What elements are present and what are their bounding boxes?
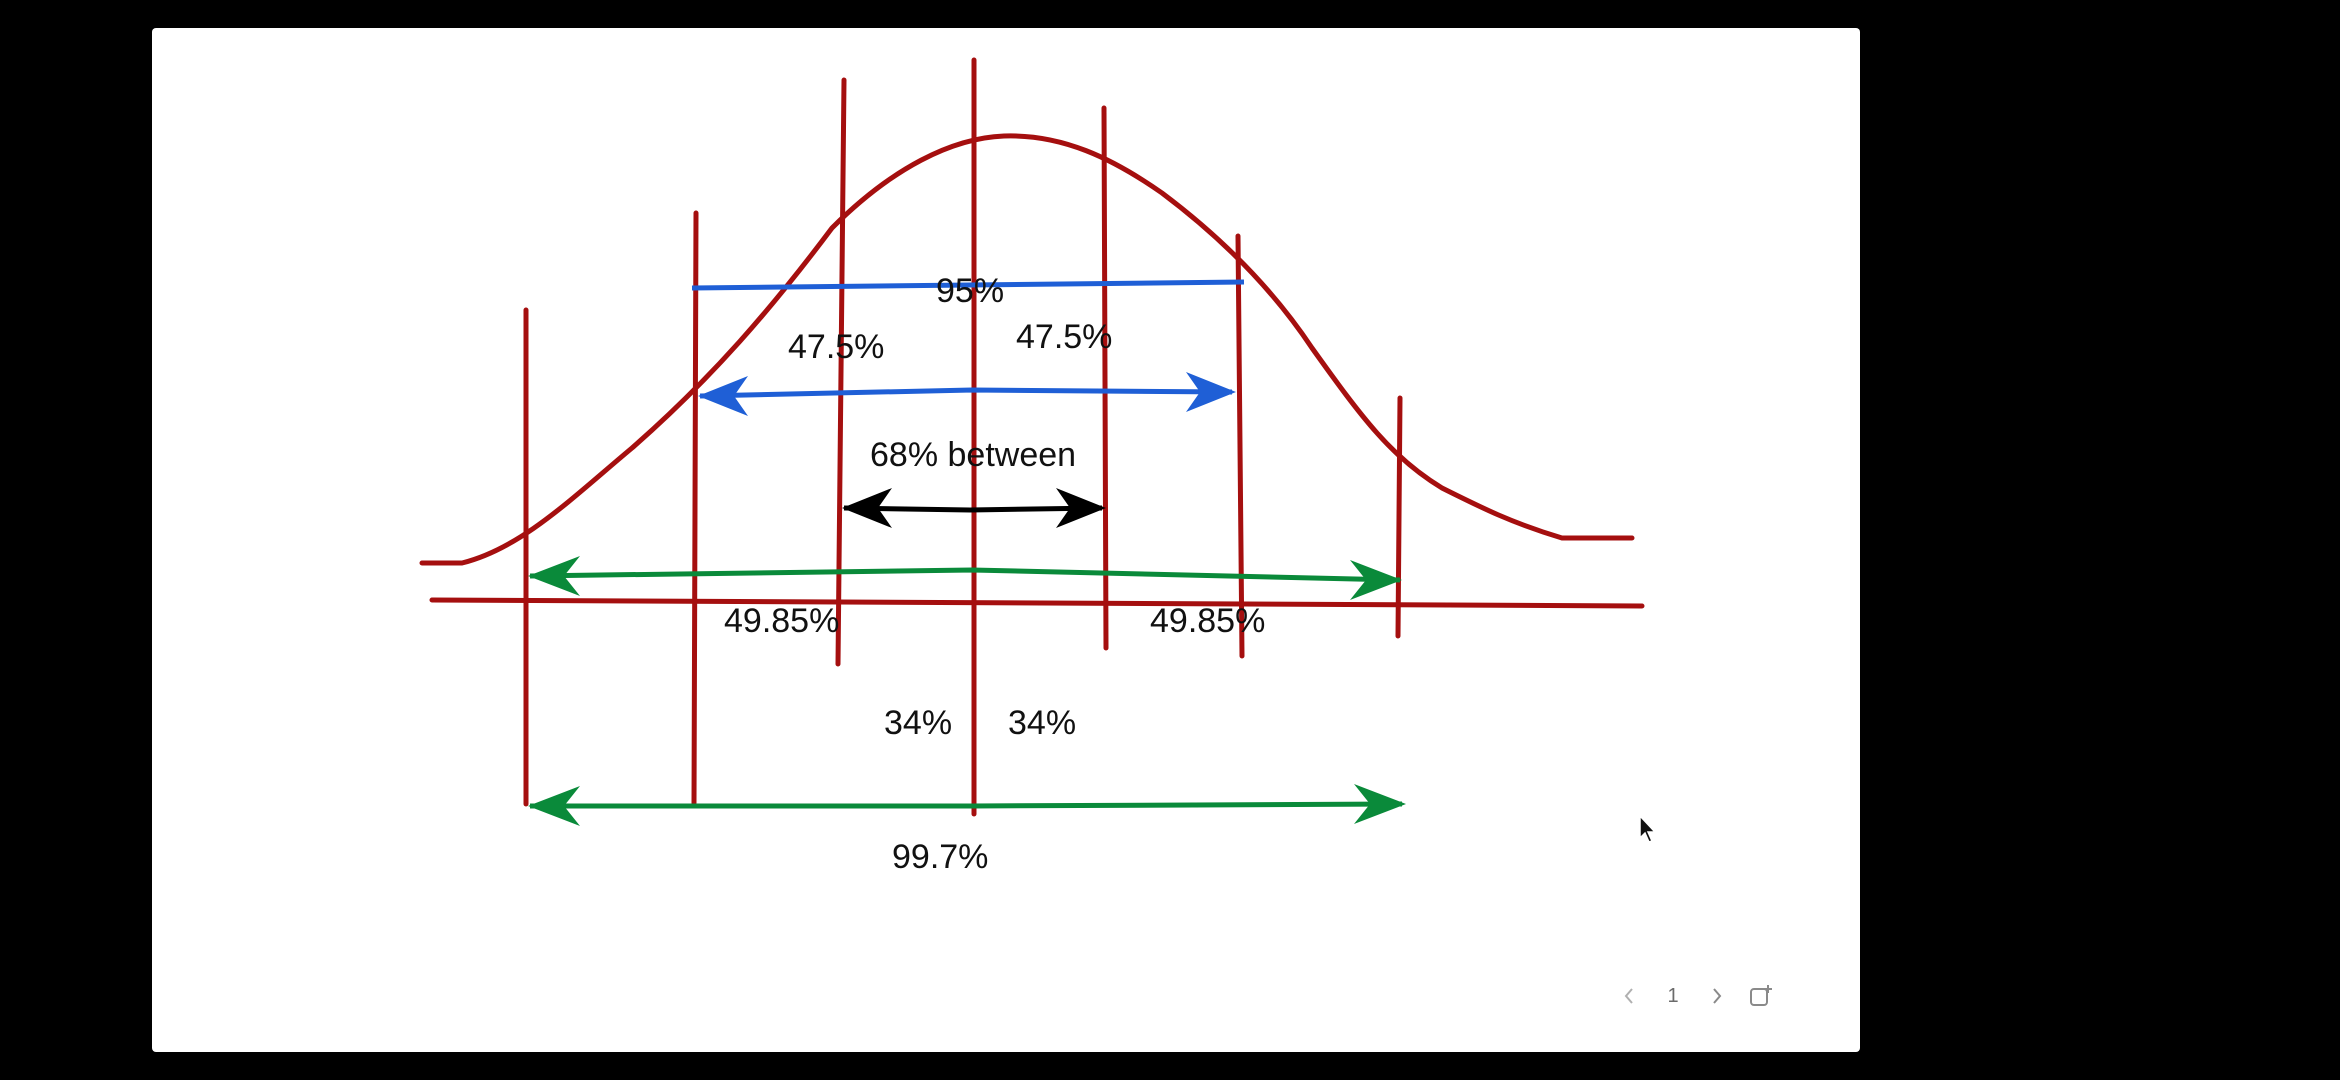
label-47-5-right: 47.5% xyxy=(1016,318,1112,356)
sd-line-plus-2 xyxy=(1235,233,1245,659)
baseline-axis xyxy=(429,597,1645,609)
share-icon xyxy=(1750,985,1772,1006)
green-upper-arrow xyxy=(529,567,1401,583)
blue-arrowhead-right xyxy=(1186,372,1236,412)
sd-line-plus-3 xyxy=(1395,395,1403,639)
blue-95-line xyxy=(691,279,1245,291)
slide-pager: 1 xyxy=(1607,976,1783,1016)
prev-page-button[interactable] xyxy=(1607,976,1651,1016)
green-lower-arrowhead-right xyxy=(1354,784,1406,824)
black-double-arrow xyxy=(843,505,1103,513)
slide-canvas: 95% 47.5% 47.5% 68% between 49.85% 49.85… xyxy=(152,28,1860,1052)
sd-line-minus-2 xyxy=(691,210,699,806)
sd-line-plus-1 xyxy=(1101,105,1109,651)
label-34-right: 34% xyxy=(1008,704,1076,742)
label-68-between: 68% between xyxy=(870,436,1076,474)
black-arrowhead-left xyxy=(842,488,892,528)
bell-curve xyxy=(419,133,1635,566)
sd-line-minus-1 xyxy=(835,77,847,667)
green-lower-arrow xyxy=(530,801,1403,809)
label-99-7-percent: 99.7% xyxy=(892,838,988,876)
mouse-cursor-icon xyxy=(1639,814,1657,843)
share-button[interactable] xyxy=(1739,976,1783,1016)
next-page-button[interactable] xyxy=(1695,976,1739,1016)
blue-arrowhead-left xyxy=(698,376,748,416)
label-34-left: 34% xyxy=(884,704,952,742)
green-upper-arrowhead-left xyxy=(528,556,580,596)
green-lower-arrowhead-left xyxy=(528,786,580,826)
black-arrowhead-right xyxy=(1056,488,1106,528)
label-49-85-left: 49.85% xyxy=(724,602,839,640)
normal-distribution-diagram: 95% 47.5% 47.5% 68% between 49.85% 49.85… xyxy=(419,57,1645,876)
green-upper-arrowhead-right xyxy=(1350,560,1402,600)
chevron-right-icon xyxy=(1713,988,1722,1004)
blue-double-arrow xyxy=(699,387,1233,399)
chevron-left-icon xyxy=(1624,988,1633,1004)
label-47-5-left: 47.5% xyxy=(788,328,884,366)
label-49-85-right: 49.85% xyxy=(1150,602,1265,640)
page-number: 1 xyxy=(1667,984,1679,1007)
label-95-percent: 95% xyxy=(936,272,1004,310)
